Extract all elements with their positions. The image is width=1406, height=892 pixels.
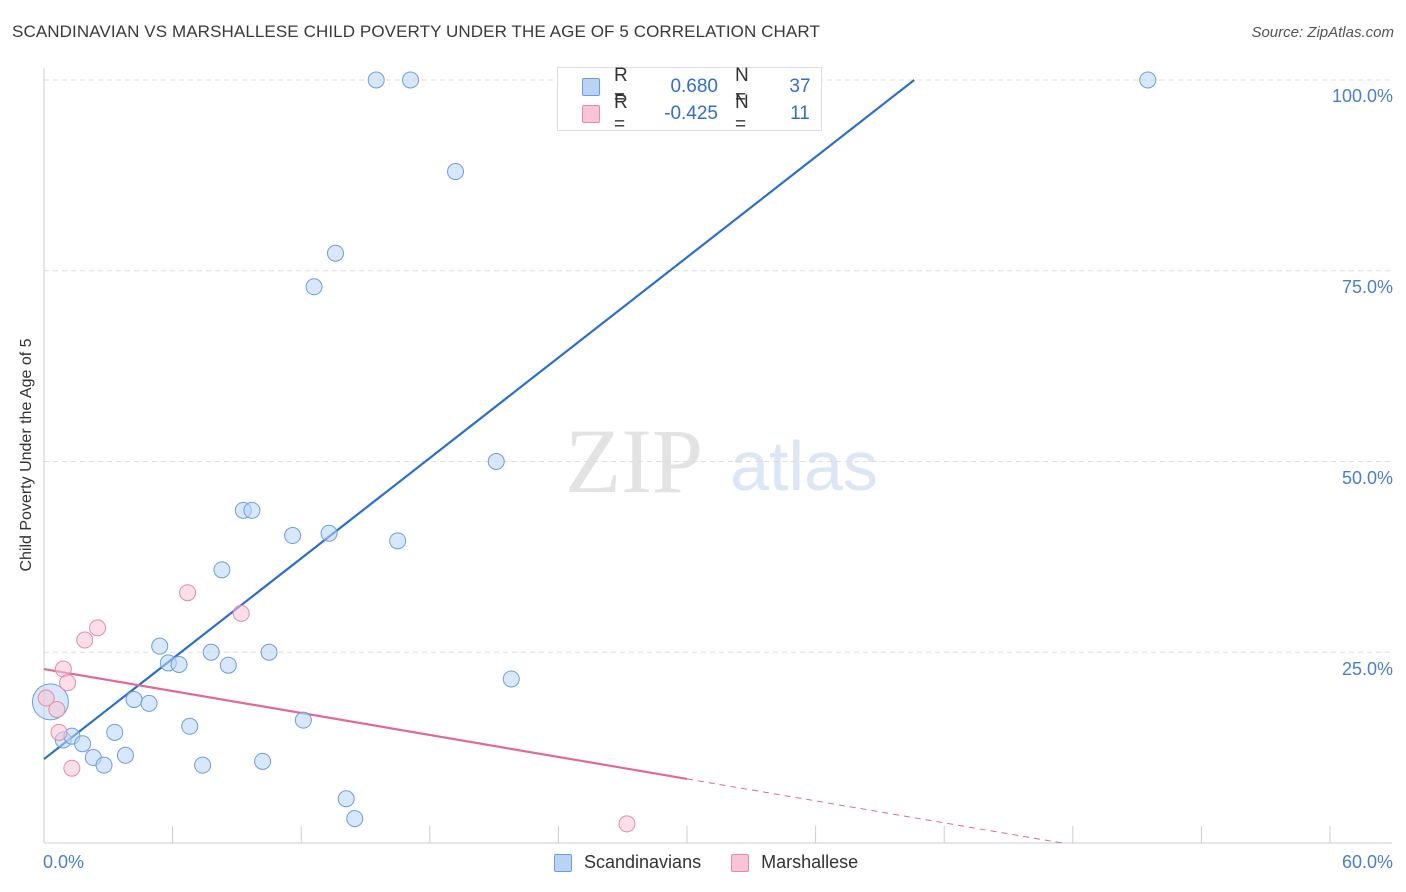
marshallese-point <box>232 604 250 622</box>
scandinavians-point <box>116 746 134 764</box>
scandinavians-point <box>219 656 237 674</box>
marshallese-trendline <box>43 667 688 780</box>
n-label: N = <box>735 92 749 135</box>
marshallese-point <box>76 631 94 649</box>
scandinavians-point <box>254 752 272 770</box>
scandinavians-point <box>213 561 231 579</box>
scandinavians-point <box>346 810 364 828</box>
scandinavians-point <box>243 501 261 519</box>
scandinavians-point <box>337 790 355 808</box>
x-tick-max: 60.0% <box>1341 852 1393 872</box>
pink-swatch-icon <box>582 105 600 123</box>
legend-item-scandinavians[interactable]: Scandinavians <box>554 852 701 873</box>
pink-swatch-icon <box>731 853 750 872</box>
scandinavians-point <box>170 655 188 673</box>
scandinavians-point <box>367 71 385 89</box>
scandinavians-point <box>95 756 113 774</box>
r-value: 0.680 <box>670 76 718 97</box>
stats-legend: R = 0.680 N = 37 R = -0.425 N = 11 <box>557 65 822 135</box>
legend-label: Marshallese <box>761 852 859 872</box>
scandinavians-point <box>202 643 220 661</box>
scandinavians-point <box>487 453 505 470</box>
scandinavians-trendline <box>43 79 915 760</box>
r-label: R = <box>614 65 628 108</box>
scandinavians-point <box>284 527 302 545</box>
scandinavians-point <box>74 735 92 753</box>
n-value: 37 <box>789 76 811 97</box>
y-tick-25: 25.0% <box>1341 659 1393 679</box>
marshallese-point <box>59 674 77 692</box>
stats-row-scandinavians: R = 0.680 N = 37 <box>582 65 811 108</box>
scandinavians-point <box>294 711 312 729</box>
chart-title: SCANDINAVIAN VS MARSHALLESE CHILD POVERT… <box>12 22 820 41</box>
scandinavians-point <box>140 694 158 712</box>
r-label: R = <box>614 92 628 135</box>
n-value: 11 <box>790 103 810 124</box>
scandinavians-point <box>151 637 169 655</box>
scandinavians-point <box>106 723 124 741</box>
n-label: N = <box>735 65 749 108</box>
y-tick-100: 100.0% <box>1331 86 1393 106</box>
marshallese-point <box>618 815 636 833</box>
blue-swatch-icon <box>554 853 572 872</box>
scandinavians-point <box>260 643 278 661</box>
scandinavians-point <box>402 71 420 89</box>
marshallese-point <box>50 723 68 741</box>
legend-label: Scandinavians <box>584 852 702 872</box>
blue-swatch-icon <box>582 78 600 96</box>
legend-item-marshallese[interactable]: Marshallese <box>731 852 858 873</box>
y-tick-50: 50.0% <box>1341 468 1393 488</box>
marshallese-point <box>48 700 66 718</box>
marshallese-point <box>63 759 81 777</box>
scandinavians-point <box>447 163 465 181</box>
stats-row-marshallese: R = -0.425 N = 11 <box>582 92 810 135</box>
scandinavians-point <box>389 532 407 550</box>
marshallese-point <box>89 619 107 637</box>
scandinavians-point <box>320 524 338 542</box>
scandinavians-point <box>326 244 344 262</box>
scandinavians-point <box>125 691 143 709</box>
source-label: Source: ZipAtlas.com <box>1251 24 1394 41</box>
watermark-atlas: atlas <box>730 427 878 505</box>
x-tick-min: 0.0% <box>43 852 85 872</box>
marshallese-trendline-extension <box>686 778 1063 844</box>
scandinavians-point <box>502 670 520 688</box>
r-value: -0.425 <box>664 103 718 124</box>
marshallese-point <box>179 584 197 602</box>
scandinavians-point <box>181 717 199 735</box>
scandinavians-point <box>194 756 212 774</box>
scandinavians-point <box>305 278 323 296</box>
y-tick-75: 75.0% <box>1341 277 1393 297</box>
marshallese-point <box>37 689 55 707</box>
series-legend: Scandinavians Marshallese <box>554 852 888 873</box>
scandinavians-point <box>1139 71 1157 89</box>
